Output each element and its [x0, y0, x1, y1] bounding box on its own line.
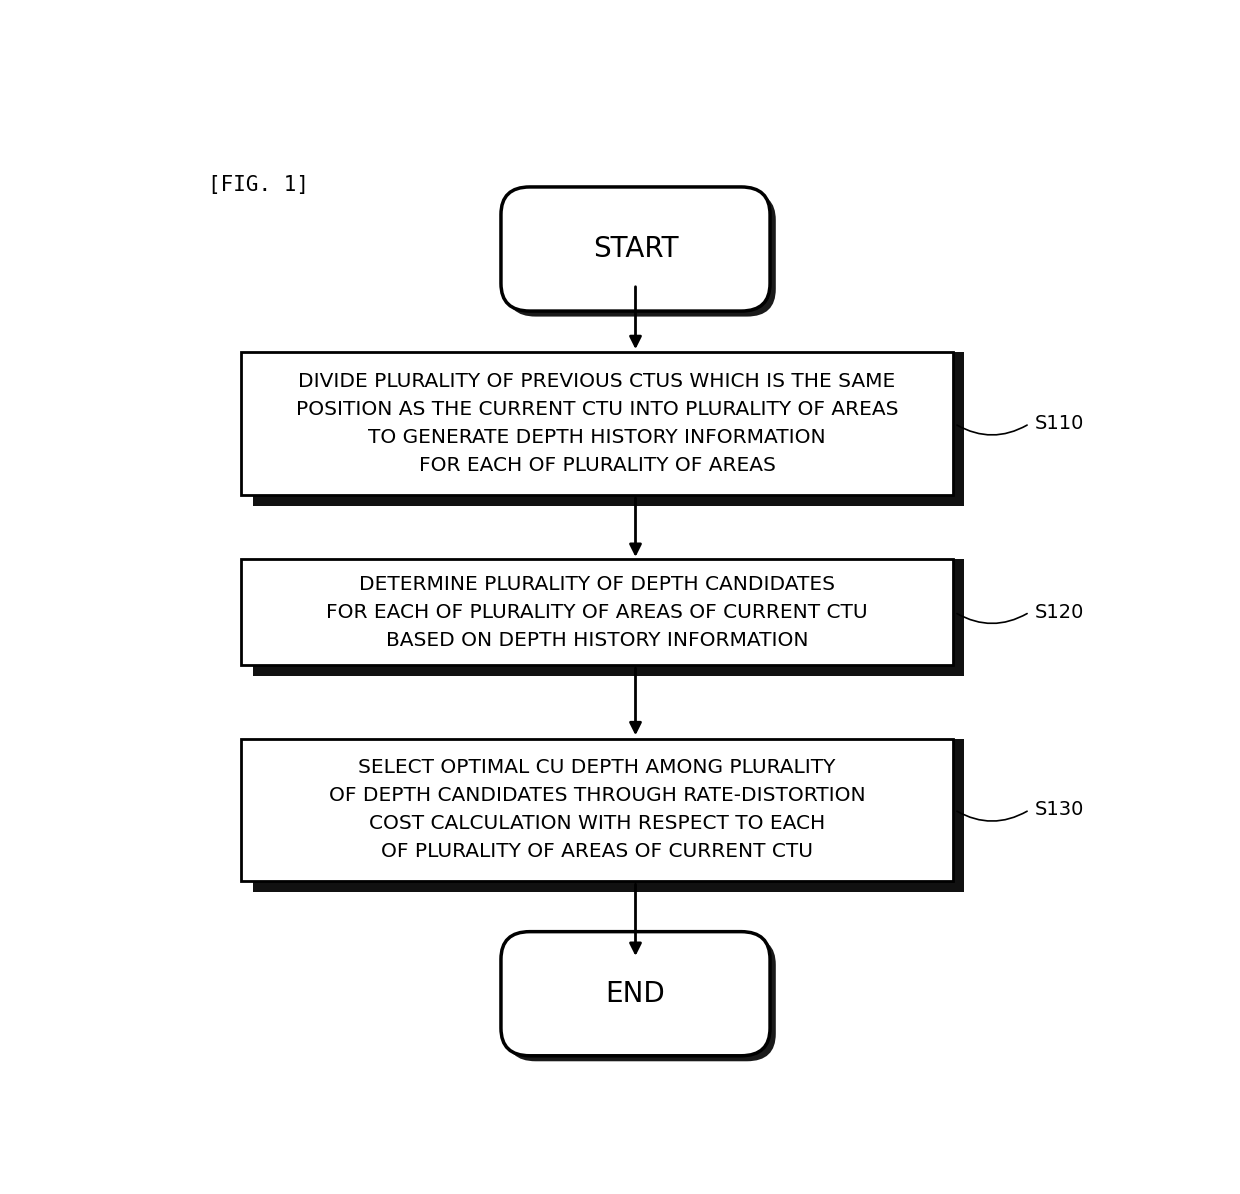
Text: DETERMINE PLURALITY OF DEPTH CANDIDATES
FOR EACH OF PLURALITY OF AREAS OF CURREN: DETERMINE PLURALITY OF DEPTH CANDIDATES … — [326, 574, 868, 650]
FancyBboxPatch shape — [501, 931, 770, 1055]
Bar — [952, 352, 965, 506]
Text: S120: S120 — [1034, 603, 1084, 622]
Bar — [242, 559, 952, 665]
FancyBboxPatch shape — [507, 937, 776, 1061]
Bar — [952, 559, 965, 676]
Bar — [253, 881, 965, 892]
Bar — [242, 352, 952, 496]
Bar — [952, 739, 965, 892]
Bar — [253, 496, 965, 506]
Text: SELECT OPTIMAL CU DEPTH AMONG PLURALITY
OF DEPTH CANDIDATES THROUGH RATE-DISTORT: SELECT OPTIMAL CU DEPTH AMONG PLURALITY … — [329, 758, 866, 861]
FancyBboxPatch shape — [501, 187, 770, 312]
Text: DIVIDE PLURALITY OF PREVIOUS CTUS WHICH IS THE SAME
POSITION AS THE CURRENT CTU : DIVIDE PLURALITY OF PREVIOUS CTUS WHICH … — [296, 373, 898, 475]
Text: S110: S110 — [1034, 414, 1084, 433]
Text: S130: S130 — [1034, 800, 1084, 819]
Text: START: START — [593, 235, 678, 263]
Bar — [242, 739, 952, 881]
Bar — [253, 665, 965, 676]
Text: END: END — [605, 980, 666, 1008]
FancyBboxPatch shape — [507, 192, 776, 316]
Text: [FIG. 1]: [FIG. 1] — [208, 176, 309, 196]
